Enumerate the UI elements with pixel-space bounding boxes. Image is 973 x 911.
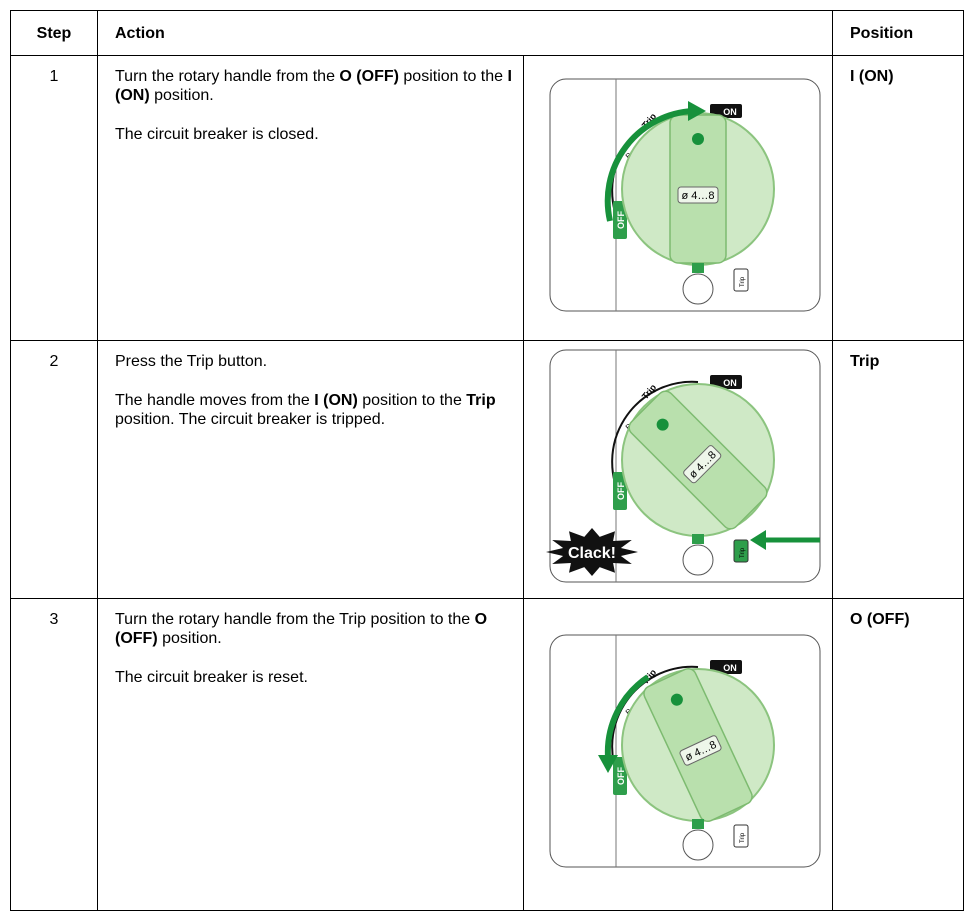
steps-table: Step Action Position 1 Turn the rotary ha… <box>10 10 964 911</box>
handle: ø 4…8 <box>643 667 753 823</box>
step-number: 1 <box>10 55 98 341</box>
size-box <box>679 735 722 766</box>
trip-button-bg <box>733 824 749 848</box>
off-label: OFF <box>616 767 626 785</box>
clack-burst <box>546 528 638 576</box>
trip-button-label: Trip <box>740 276 746 287</box>
text-run: The handle moves from the <box>115 392 315 409</box>
header-cell: Position <box>832 10 964 56</box>
handle-dot <box>656 418 669 431</box>
position-cell: Trip <box>832 340 964 599</box>
off-box-bg <box>613 200 627 239</box>
step-number: 3 <box>10 598 98 911</box>
on-label: ON <box>723 107 737 117</box>
turn-arrow-head <box>598 755 618 773</box>
position-cell: O (OFF) <box>832 598 964 911</box>
trip-button: Trip <box>733 268 749 291</box>
action-paragraph: Press the Trip button. <box>115 352 513 371</box>
action-cell: Turn the rotary handle from the O (OFF) … <box>97 55 524 341</box>
handle-dot <box>692 132 704 145</box>
step-row: 1 Turn the rotary handle from the O (OFF)… <box>10 55 964 341</box>
off-label: OFF <box>616 482 626 500</box>
latch <box>682 829 714 861</box>
header-row: Step Action Position <box>10 10 964 56</box>
size-box <box>683 445 722 484</box>
action-paragraph: The handle moves from the I (ON) positio… <box>115 391 513 429</box>
emphasis: I (ON) <box>314 392 358 409</box>
text-run: position. The circuit breaker is tripped… <box>115 411 386 428</box>
handle: ø 4…8 <box>669 113 727 264</box>
latch <box>682 544 714 576</box>
off-label: OFF <box>616 210 626 228</box>
trip-button: Trip <box>733 824 749 848</box>
text-run: position. <box>157 630 222 647</box>
action-cell: Turn the rotary handle from the Trip pos… <box>97 598 524 911</box>
clack-label: Clack! <box>568 545 616 562</box>
turn-arrow-head <box>688 100 706 121</box>
on-box <box>710 375 742 389</box>
turn-arrow <box>604 674 650 758</box>
turn-arrow <box>604 107 694 222</box>
header-cell: Step <box>10 10 98 56</box>
emphasis: I (ON) <box>115 68 512 104</box>
off-box-bg <box>613 757 627 795</box>
trip-button-bg <box>733 539 749 563</box>
header-cell: Action <box>97 10 833 56</box>
text-run: The circuit breaker is closed. <box>115 126 319 143</box>
trip-nub <box>692 819 704 829</box>
step-row: 3 Turn the rotary handle from the Trip po… <box>10 598 964 911</box>
off-box: OFF <box>613 472 627 510</box>
action-paragraph: The circuit breaker is closed. <box>115 125 513 144</box>
off-box: OFF <box>613 757 627 795</box>
trip-button: Trip <box>733 539 749 563</box>
text-run: The circuit breaker is reset. <box>115 669 308 686</box>
size-box <box>677 186 719 203</box>
on-box <box>710 660 742 674</box>
trip-button-label: Trip <box>740 832 746 843</box>
text-run: Press the Trip button. <box>115 353 268 370</box>
action-cell: Press the Trip button. The handle moves f… <box>97 340 524 599</box>
text-run: position. <box>149 87 214 104</box>
off-box-bg <box>613 472 627 510</box>
latch <box>682 273 714 304</box>
press-arrow-head <box>750 530 766 550</box>
trip-button-label: Trip <box>740 547 746 558</box>
text-run: position to the <box>398 68 508 85</box>
action-paragraph: The circuit breaker is reset. <box>115 668 513 687</box>
action-paragraph: Turn the rotary handle from the Trip pos… <box>115 610 513 648</box>
table-body: 1 Turn the rotary handle from the O (OFF)… <box>10 55 964 911</box>
emphasis: Trip <box>466 392 496 409</box>
on-label: ON <box>723 378 737 388</box>
emphasis: O (OFF) <box>115 611 488 647</box>
step-number: 2 <box>10 340 98 599</box>
handle: ø 4…8 <box>628 390 768 530</box>
trip-button-bg <box>733 268 749 291</box>
text-run: position to the <box>357 392 467 409</box>
emphasis: O (OFF) <box>339 68 399 85</box>
on-label: ON <box>723 663 737 673</box>
handle-dot <box>670 693 683 706</box>
step-row: 2 Press the Trip button. The handle moves … <box>10 340 964 599</box>
text-run: Turn the rotary handle from the <box>115 68 340 85</box>
size-label: ø 4…8 <box>681 190 714 202</box>
trip-nub <box>692 534 704 544</box>
off-box: OFF <box>613 200 627 239</box>
position-cell: I (ON) <box>832 55 964 341</box>
trip-nub <box>692 262 704 273</box>
action-paragraph: Turn the rotary handle from the O (OFF) … <box>115 67 513 105</box>
text-run: Turn the rotary handle from the Trip pos… <box>115 611 475 628</box>
